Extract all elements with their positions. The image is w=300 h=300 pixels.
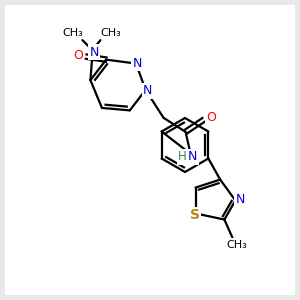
Text: S: S xyxy=(190,208,200,222)
Text: N: N xyxy=(90,46,99,59)
Text: N: N xyxy=(188,150,197,164)
FancyBboxPatch shape xyxy=(5,5,295,295)
Text: N: N xyxy=(132,57,142,70)
Text: H: H xyxy=(178,150,187,164)
Text: CH₃: CH₃ xyxy=(62,28,83,38)
Text: CH₃: CH₃ xyxy=(226,240,247,250)
Text: CH₃: CH₃ xyxy=(100,28,121,38)
Text: O: O xyxy=(73,49,83,62)
Text: N: N xyxy=(143,84,152,98)
Text: O: O xyxy=(207,111,217,124)
Text: N: N xyxy=(236,193,245,206)
